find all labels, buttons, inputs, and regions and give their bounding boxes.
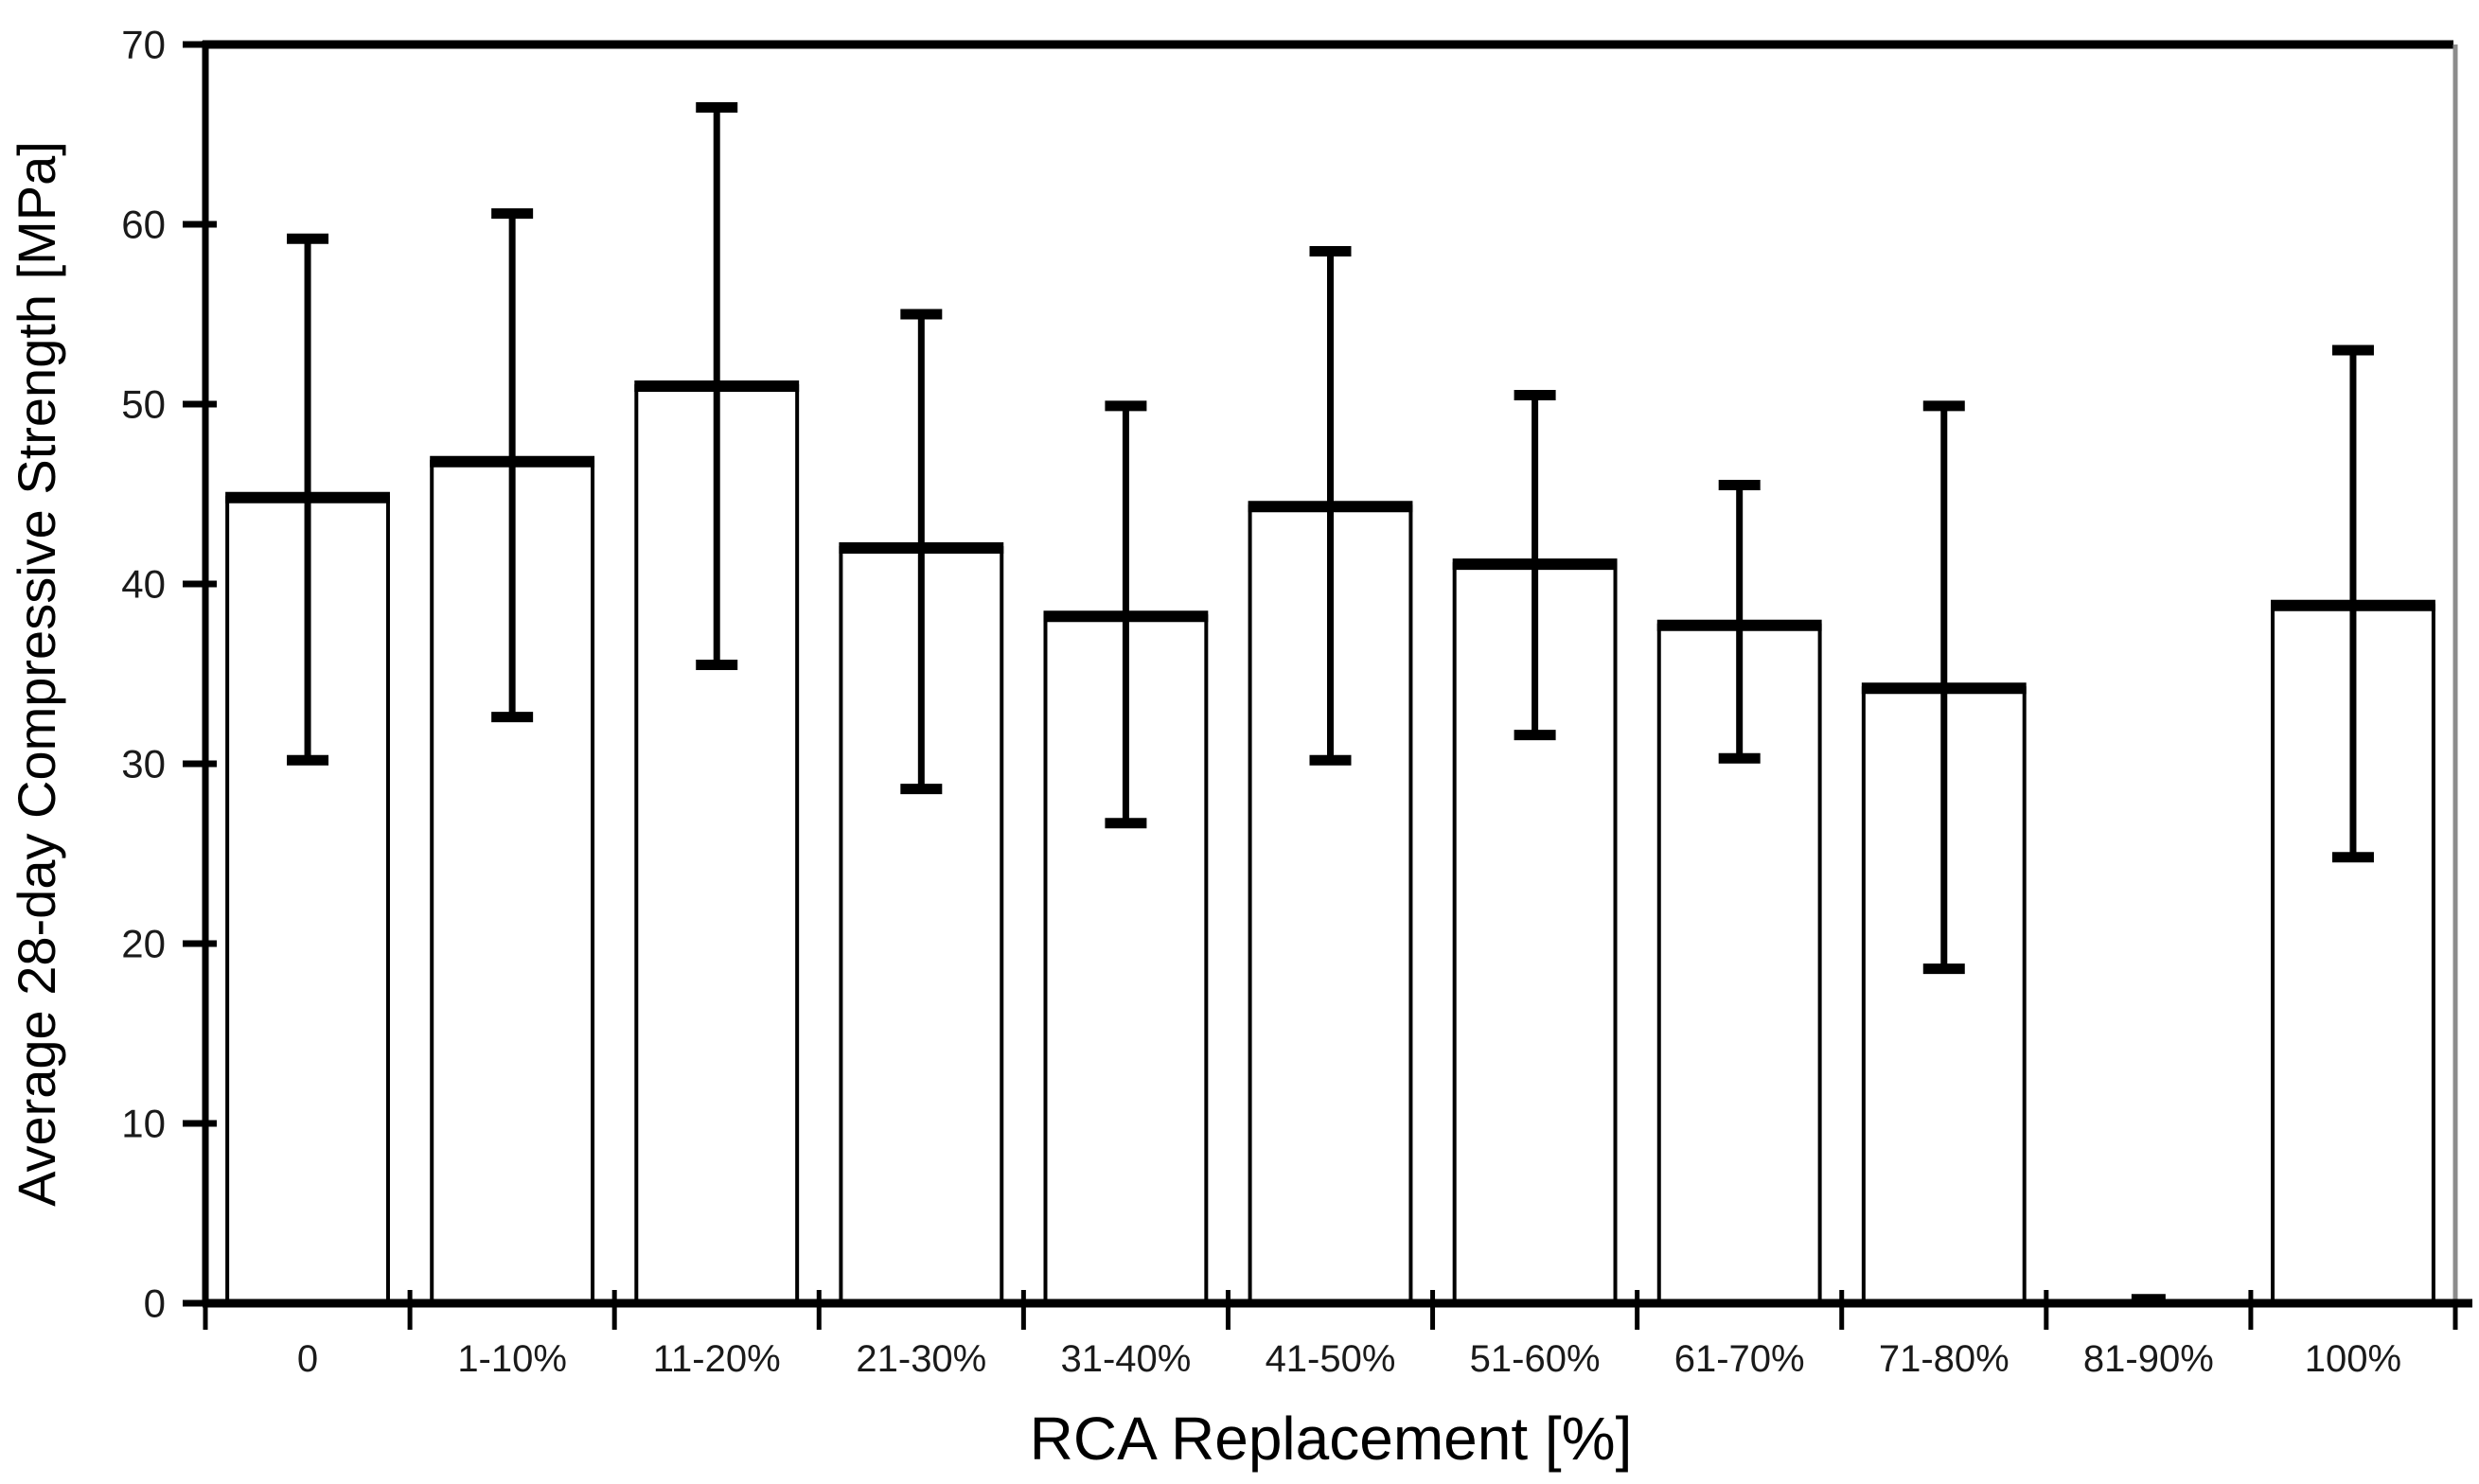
x-category-label: 41-50% [1266, 1338, 1396, 1380]
y-tick-label: 70 [121, 23, 166, 67]
y-tick-label: 50 [121, 382, 166, 427]
x-axis-title: RCA Replacement [%] [1030, 1404, 1633, 1473]
x-category-label: 21-30% [856, 1338, 986, 1380]
x-category-label: 61-70% [1674, 1338, 1805, 1380]
y-tick-label: 30 [121, 742, 166, 786]
y-tick-label: 40 [121, 562, 166, 607]
x-category-label: 81-90% [2083, 1338, 2214, 1380]
x-category-label: 71-80% [1879, 1338, 2010, 1380]
y-tick-label: 0 [144, 1281, 166, 1326]
plot-area: 0 10 20 30 40 50 60 70 0 1-10% 11-20% 21-30% 31-40% 4… [121, 23, 2472, 1380]
x-category-label: 100% [2305, 1338, 2401, 1380]
y-axis-title: Average 28-day Compressive Strength [MPa… [7, 141, 66, 1207]
x-category-label: 1-10% [457, 1338, 567, 1380]
y-tick-label: 10 [121, 1102, 166, 1146]
y-tick-label: 20 [121, 922, 166, 966]
x-category-label: 51-60% [1470, 1338, 1601, 1380]
x-category-label: 0 [297, 1338, 318, 1380]
x-category-label: 11-20% [653, 1338, 781, 1380]
y-tick-label: 60 [121, 203, 166, 247]
x-category-label: 31-40% [1060, 1338, 1191, 1380]
